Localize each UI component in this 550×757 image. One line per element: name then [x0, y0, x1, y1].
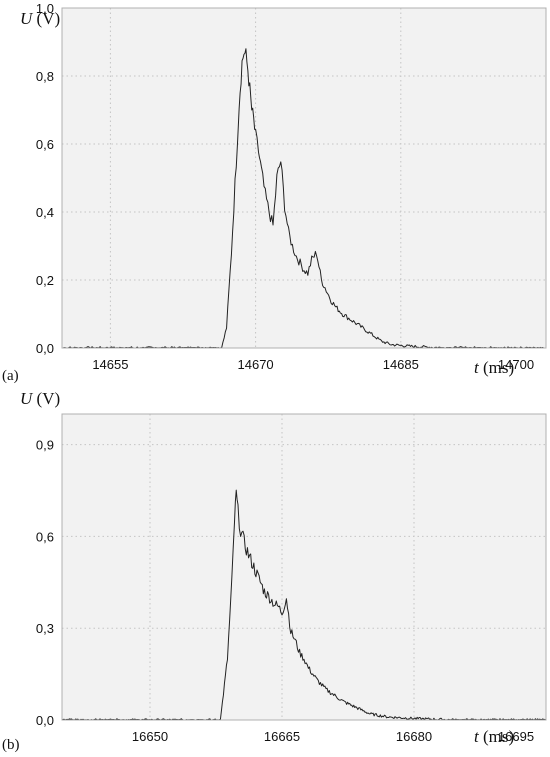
y-tick-label: 0,8	[36, 69, 54, 84]
x-axis-unit: (ms)	[479, 358, 514, 377]
x-tick-label: 14685	[383, 357, 419, 372]
y-axis-unit: (V)	[32, 389, 60, 408]
plot-area	[61, 413, 547, 721]
y-axis-symbol: U	[20, 389, 34, 408]
y-axis-title: U (V)	[20, 9, 60, 28]
panel-label: (a)	[2, 368, 19, 384]
x-tick-label: 14700	[498, 357, 534, 372]
y-tick-label: 0,0	[36, 341, 54, 356]
y-tick-label: 0,2	[36, 273, 54, 288]
x-tick-label: 16695	[498, 729, 534, 744]
y-tick-label: 0,4	[36, 205, 54, 220]
x-axis-symbol: t	[474, 727, 480, 746]
x-axis-symbol: t	[474, 358, 480, 377]
x-axis-title: t (ms)	[474, 358, 514, 377]
x-tick-label: 16680	[396, 729, 432, 744]
plot-frame	[61, 7, 547, 349]
y-tick-label: 0,0	[36, 713, 54, 728]
x-axis-unit: (ms)	[479, 727, 514, 746]
x-tick-label: 14655	[92, 357, 128, 372]
panel-label: (b)	[2, 737, 20, 753]
y-axis-title: U (V)	[20, 389, 60, 408]
plot-area	[61, 7, 547, 349]
series-line-0	[61, 489, 547, 721]
y-axis-unit: (V)	[32, 9, 60, 28]
plot-frame	[61, 413, 547, 721]
y-tick-label: 0,6	[36, 137, 54, 152]
y-tick-label: 1,0	[36, 1, 54, 16]
y-tick-label: 0,9	[36, 438, 54, 453]
x-axis-title: t (ms)	[474, 727, 514, 746]
y-axis-symbol: U	[20, 9, 34, 28]
chart-panel-a: 0,0 0,2 0,4 0,6 0,8 1,0 14655 14670 14685 14700t …	[2, 1, 547, 384]
x-tick-label: 14670	[238, 357, 274, 372]
y-tick-label: 0,3	[36, 621, 54, 636]
y-tick-label: 0,6	[36, 529, 54, 544]
x-tick-label: 16650	[132, 729, 168, 744]
x-tick-label: 16665	[264, 729, 300, 744]
